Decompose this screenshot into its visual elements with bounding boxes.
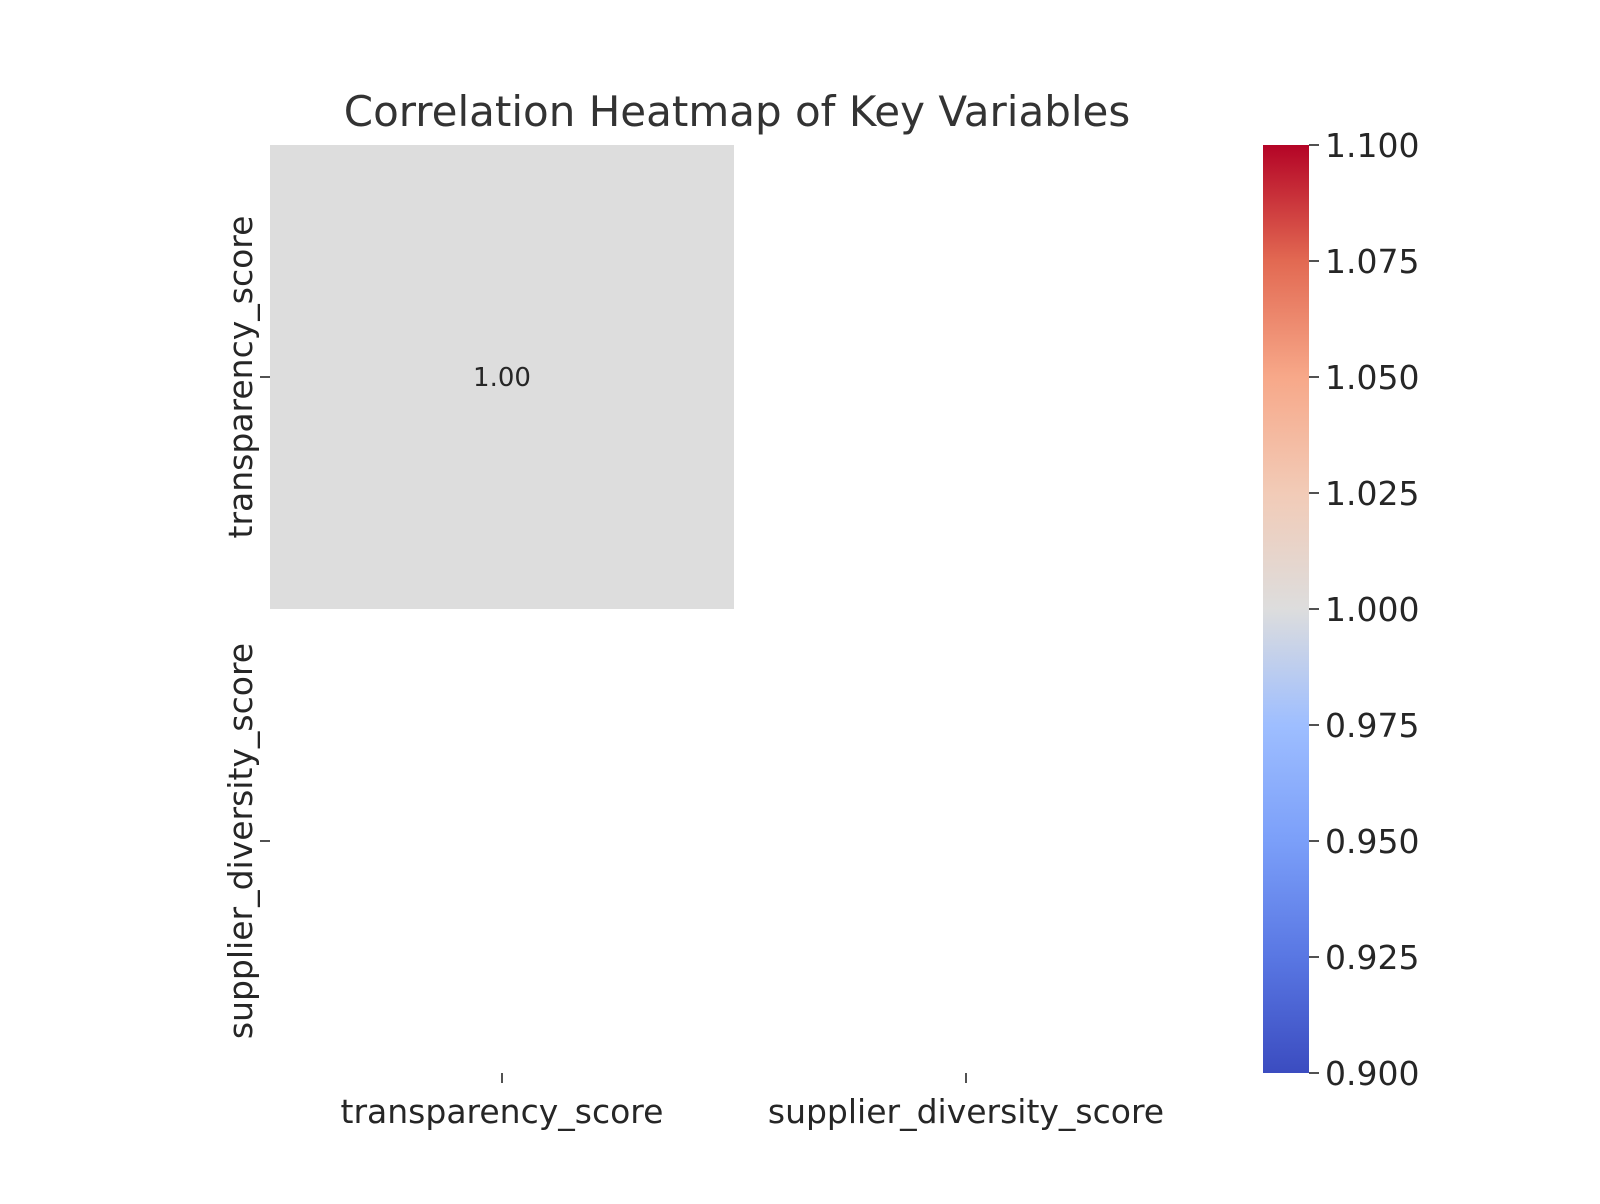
colorbar-tick-label: 1.050 xyxy=(1325,358,1419,397)
colorbar-ticks: 0.900 0.925 0.950 0.975 1.000 1.025 1.050 1.075… xyxy=(1309,126,1419,1093)
colorbar-tick-label: 0.975 xyxy=(1325,706,1419,745)
y-tick-label: transparency_score xyxy=(221,216,260,539)
chart-title: Correlation Heatmap of Key Variables xyxy=(344,87,1131,136)
colorbar-tick-label: 1.075 xyxy=(1325,242,1419,281)
x-axis-ticks: transparency_score supplier_diversity_sco… xyxy=(341,1073,1164,1131)
colorbar-tick-label: 0.950 xyxy=(1325,822,1419,861)
y-axis-ticks: transparency_score supplier_diversity_sco… xyxy=(221,216,270,1039)
heatmap-cell xyxy=(270,145,734,609)
y-tick-label: supplier_diversity_score xyxy=(221,643,260,1039)
colorbar xyxy=(1263,145,1309,1073)
x-tick-label: transparency_score xyxy=(341,1092,664,1131)
colorbar-tick-label: 0.925 xyxy=(1325,938,1419,977)
colorbar-tick-label: 1.000 xyxy=(1325,590,1419,629)
cell-annotation: 1.00 xyxy=(473,363,531,393)
colorbar-tick-label: 1.100 xyxy=(1325,126,1419,165)
heatmap-cells: 1.00 xyxy=(270,145,734,609)
x-tick-label: supplier_diversity_score xyxy=(768,1092,1164,1131)
colorbar-tick-label: 0.900 xyxy=(1325,1054,1419,1093)
colorbar-tick-label: 1.025 xyxy=(1325,474,1419,513)
